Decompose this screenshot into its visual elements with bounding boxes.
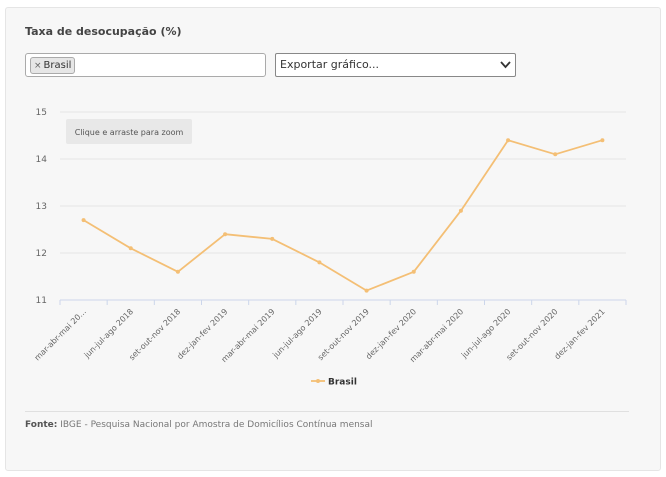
data-point [458,208,463,213]
data-point [364,288,369,293]
x-tick-label: jun-jul-ago 2018 [82,307,135,360]
source-text: IBGE - Pesquisa Nacional por Amostra de … [60,420,373,430]
x-tick-label: jun-jul-ago 2020 [459,307,512,360]
data-point [317,260,322,265]
zoom-hint-box [66,119,192,144]
data-point [600,138,605,143]
filter-tag-label: Brasil [43,60,72,71]
y-tick-label: 11 [36,296,47,306]
footer-divider [25,411,629,412]
data-point [553,152,558,157]
x-tick-label: jun-jul-ago 2019 [270,307,323,360]
legend-label-brasil: Brasil [328,378,357,388]
region-filter-input[interactable]: × Brasil [25,53,266,77]
x-tick-label: mar-abr-mai 2019 [220,307,277,364]
data-point [81,218,86,223]
y-tick-label: 12 [36,249,47,259]
zoom-hint-text: Clique e arraste para zoom [75,128,184,137]
x-tick-label: dez-jan-fev 2019 [175,307,229,361]
x-tick-label: set-out-nov 2019 [316,307,371,362]
export-chart-select[interactable]: Exportar gráfico... [275,53,516,77]
x-tick-label: mar-abr-mai 2020 [408,307,465,364]
data-point [223,232,228,237]
source-label: Fonte: [25,420,58,430]
x-tick-label: dez-jan-fev 2020 [364,307,418,361]
series-line-brasil [83,139,603,292]
filter-tag-brasil[interactable]: × Brasil [30,57,76,74]
legend-marker-brasil [316,379,320,383]
data-point [411,269,416,274]
chevron-down-icon [500,61,511,69]
x-tick-label: dez-jan-fev 2021 [553,307,607,361]
y-tick-label: 13 [36,202,47,212]
x-tick-label: set-out-nov 2020 [505,307,560,362]
data-point [175,269,180,274]
x-tick-label: set-out-nov 2018 [127,307,182,362]
data-point [506,138,511,143]
x-tick-label: mar-abr-mai 20... [33,307,88,362]
data-point [128,246,133,251]
export-select-label: Exportar gráfico... [280,58,380,71]
y-tick-label: 14 [36,155,48,165]
data-point [270,236,275,241]
chart-title: Taxa de desocupação (%) [25,25,182,38]
y-tick-label: 15 [36,108,47,118]
source-note: Fonte: IBGE - Pesquisa Nacional por Amos… [25,420,373,430]
close-icon[interactable]: × [34,61,42,71]
